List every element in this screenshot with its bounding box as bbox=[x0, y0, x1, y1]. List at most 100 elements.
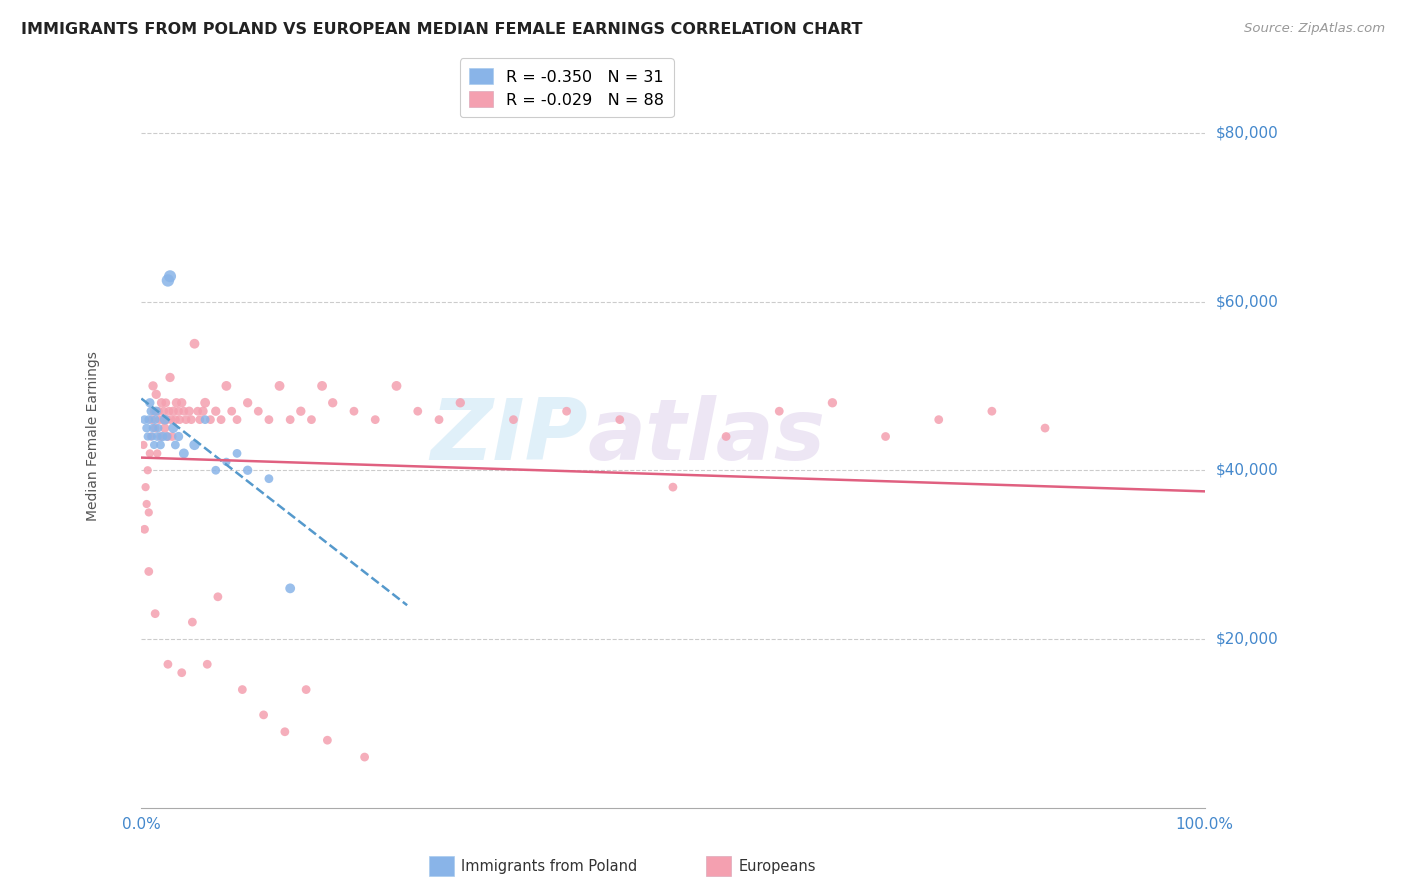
Point bbox=[174, 412, 197, 426]
Point bbox=[136, 463, 159, 477]
Point bbox=[143, 421, 166, 435]
Point bbox=[662, 480, 685, 494]
Point bbox=[364, 412, 387, 426]
Point bbox=[160, 412, 183, 426]
Point bbox=[980, 404, 1002, 418]
Point bbox=[145, 387, 167, 401]
Point bbox=[195, 657, 218, 672]
Point bbox=[143, 607, 166, 621]
Point bbox=[257, 472, 280, 486]
Point bbox=[138, 565, 160, 579]
Point bbox=[142, 421, 165, 435]
Point bbox=[427, 412, 450, 426]
Point bbox=[160, 429, 183, 443]
Point bbox=[204, 463, 226, 477]
Point bbox=[143, 404, 166, 418]
Point bbox=[167, 429, 190, 443]
Point bbox=[290, 404, 312, 418]
Point bbox=[236, 463, 259, 477]
Point bbox=[153, 421, 176, 435]
Point bbox=[156, 657, 179, 672]
Text: Europeans: Europeans bbox=[738, 859, 815, 873]
Point bbox=[609, 412, 631, 426]
Point bbox=[194, 396, 217, 410]
Point bbox=[156, 429, 179, 443]
Text: ZIP: ZIP bbox=[430, 395, 588, 478]
Point bbox=[135, 421, 157, 435]
Text: $60,000: $60,000 bbox=[1216, 294, 1278, 309]
Point bbox=[173, 446, 195, 460]
Point bbox=[231, 682, 253, 697]
Point bbox=[139, 396, 162, 410]
Point bbox=[156, 412, 179, 426]
Point bbox=[159, 370, 181, 384]
Point bbox=[145, 404, 167, 418]
Point bbox=[215, 455, 238, 469]
Point bbox=[353, 750, 375, 764]
Text: $20,000: $20,000 bbox=[1216, 632, 1278, 647]
Point bbox=[191, 404, 214, 418]
Point bbox=[146, 446, 169, 460]
Point bbox=[165, 438, 187, 452]
Point bbox=[149, 429, 172, 443]
Point bbox=[148, 412, 170, 426]
Text: $80,000: $80,000 bbox=[1216, 126, 1278, 140]
Point bbox=[247, 404, 270, 418]
Point bbox=[875, 429, 897, 443]
Text: $40,000: $40,000 bbox=[1216, 463, 1278, 478]
Point bbox=[179, 404, 201, 418]
Point bbox=[385, 379, 408, 393]
Point bbox=[183, 438, 205, 452]
Point bbox=[183, 336, 205, 351]
Point bbox=[142, 379, 165, 393]
Point bbox=[187, 404, 209, 418]
Point bbox=[714, 429, 737, 443]
Text: Immigrants from Poland: Immigrants from Poland bbox=[461, 859, 637, 873]
Point bbox=[152, 404, 174, 418]
Point bbox=[406, 404, 429, 418]
Point bbox=[134, 522, 156, 536]
Point bbox=[221, 404, 243, 418]
Point bbox=[170, 396, 193, 410]
Point bbox=[200, 412, 222, 426]
Point bbox=[132, 438, 155, 452]
Point bbox=[928, 412, 950, 426]
Point bbox=[157, 404, 180, 418]
Point bbox=[226, 446, 249, 460]
Point bbox=[173, 404, 195, 418]
Point bbox=[301, 412, 323, 426]
Point bbox=[502, 412, 524, 426]
Point bbox=[148, 404, 170, 418]
Point bbox=[159, 269, 181, 284]
Point bbox=[257, 412, 280, 426]
Point bbox=[138, 505, 160, 519]
Point bbox=[169, 412, 191, 426]
Point bbox=[180, 412, 202, 426]
Point bbox=[343, 404, 366, 418]
Point bbox=[207, 590, 229, 604]
Point bbox=[449, 396, 471, 410]
Point bbox=[165, 412, 187, 426]
Point bbox=[316, 733, 339, 747]
Point bbox=[295, 682, 318, 697]
Point bbox=[311, 379, 333, 393]
Point bbox=[153, 412, 176, 426]
Point bbox=[278, 412, 301, 426]
Point bbox=[162, 404, 184, 418]
Point bbox=[278, 582, 301, 596]
Point bbox=[170, 665, 193, 680]
Point bbox=[188, 412, 211, 426]
Point bbox=[138, 412, 160, 426]
Point bbox=[156, 429, 179, 443]
Point bbox=[152, 429, 174, 443]
Point bbox=[165, 396, 187, 410]
Point bbox=[152, 412, 174, 426]
Point bbox=[322, 396, 344, 410]
Point bbox=[143, 412, 166, 426]
Text: IMMIGRANTS FROM POLAND VS EUROPEAN MEDIAN FEMALE EARNINGS CORRELATION CHART: IMMIGRANTS FROM POLAND VS EUROPEAN MEDIA… bbox=[21, 22, 863, 37]
Point bbox=[141, 412, 163, 426]
Point bbox=[226, 412, 249, 426]
Point bbox=[555, 404, 578, 418]
Point bbox=[146, 429, 169, 443]
Point bbox=[134, 412, 156, 426]
